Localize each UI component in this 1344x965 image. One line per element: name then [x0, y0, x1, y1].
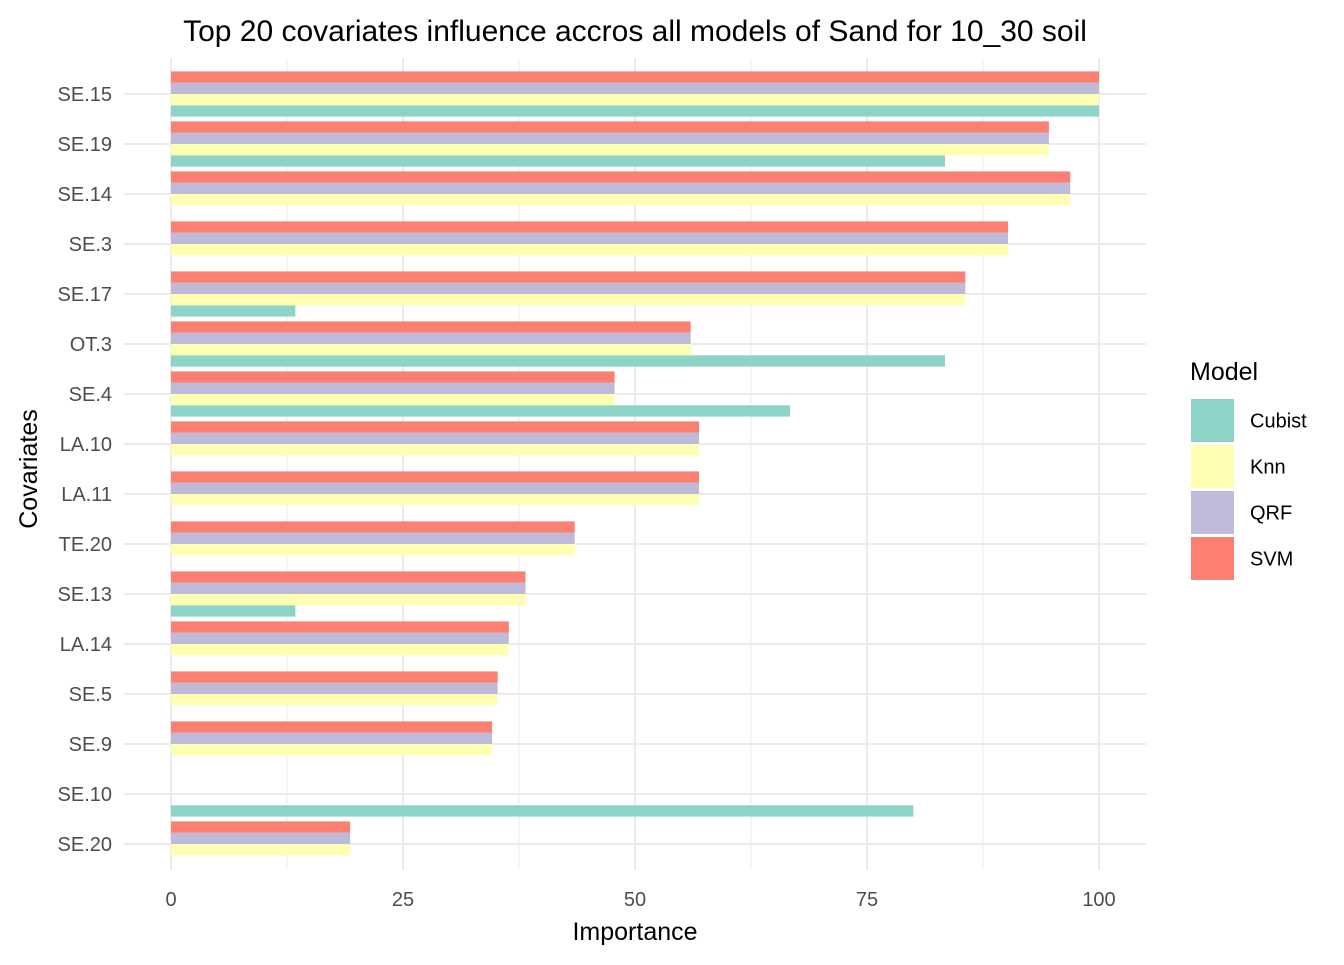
bar-qrf-se-14 — [171, 182, 1071, 194]
bar-qrf-se-15 — [171, 82, 1099, 94]
y-tick-label: TE.20 — [59, 534, 112, 556]
bar-cubist-se-4 — [171, 405, 790, 417]
bar-qrf-se-3 — [171, 232, 1009, 244]
bar-cubist-ot-3 — [171, 355, 945, 367]
bar-cubist-se-10 — [171, 805, 914, 817]
y-tick-label: SE.15 — [58, 84, 112, 106]
bar-knn-se-5 — [171, 694, 498, 706]
bar-qrf-se-9 — [171, 732, 493, 744]
bar-knn-se-4 — [171, 394, 615, 406]
bar-cubist-se-15 — [171, 105, 1099, 117]
legend-label-svm: SVM — [1250, 549, 1293, 571]
x-tick-label: 50 — [624, 889, 646, 911]
bar-svm-se-14 — [171, 171, 1071, 183]
legend-label-cubist: Cubist — [1250, 411, 1307, 433]
y-tick-label: LA.11 — [61, 484, 112, 506]
legend-key-qrf — [1191, 491, 1234, 534]
legend: Cubist Knn QRF SVM — [1191, 399, 1307, 580]
bar-knn-la-14 — [171, 644, 509, 656]
y-tick-label: SE.13 — [58, 584, 112, 606]
x-tick-label: 75 — [856, 889, 878, 911]
bar-svm-se-19 — [171, 121, 1049, 133]
y-tick-label: LA.10 — [60, 434, 112, 456]
bar-knn-se-17 — [171, 294, 966, 306]
y-tick-label: SE.10 — [58, 784, 112, 806]
x-tick-label: 0 — [165, 889, 176, 911]
legend-label-qrf: QRF — [1250, 503, 1292, 525]
bar-cubist-se-17 — [171, 305, 296, 317]
bar-qrf-se-20 — [171, 832, 351, 844]
bar-svm-la-14 — [171, 621, 509, 633]
bar-svm-se-13 — [171, 571, 526, 583]
bar-knn-se-13 — [171, 594, 526, 606]
bar-qrf-se-5 — [171, 682, 498, 694]
x-tick-label: 25 — [392, 889, 414, 911]
y-tick-label: LA.14 — [60, 634, 112, 656]
bar-knn-te-20 — [171, 544, 575, 556]
y-tick-label: SE.19 — [58, 134, 112, 156]
bar-qrf-te-20 — [171, 532, 575, 544]
bar-qrf-la-10 — [171, 432, 700, 444]
bar-svm-se-4 — [171, 371, 615, 383]
legend-label-knn: Knn — [1250, 457, 1286, 479]
y-tick-label: SE.20 — [58, 834, 112, 856]
bar-qrf-la-11 — [171, 482, 700, 494]
bar-knn-se-3 — [171, 244, 1009, 256]
bar-knn-se-9 — [171, 744, 493, 756]
legend-key-cubist — [1191, 399, 1234, 442]
chart-title: Top 20 covariates influence accros all m… — [183, 15, 1087, 48]
bar-svm-se-15 — [171, 71, 1099, 83]
x-tick-label: 100 — [1082, 889, 1115, 911]
y-tick-labels: SE.15 SE.19 SE.14 SE.3 SE.17 OT.3 SE.4 LA.10 LA.… — [58, 84, 112, 856]
x-axis-label: Importance — [572, 918, 697, 946]
legend-key-svm — [1191, 537, 1234, 580]
bar-knn-ot-3 — [171, 344, 691, 356]
bar-qrf-se-19 — [171, 132, 1049, 144]
bar-svm-la-11 — [171, 471, 700, 483]
bar-knn-la-10 — [171, 444, 700, 456]
bar-qrf-se-17 — [171, 282, 966, 294]
bar-qrf-ot-3 — [171, 332, 691, 344]
bar-svm-se-3 — [171, 221, 1009, 233]
bar-knn-se-19 — [171, 144, 1049, 156]
y-tick-label: SE.17 — [58, 284, 112, 306]
y-tick-label: SE.4 — [69, 384, 112, 406]
bars-layer — [171, 71, 1099, 856]
bar-knn-se-20 — [171, 844, 351, 856]
bar-svm-ot-3 — [171, 321, 691, 333]
legend-title: Model — [1190, 358, 1258, 386]
bar-knn-se-15 — [171, 94, 1099, 106]
x-tick-labels: 0 25 50 75 100 — [165, 889, 1115, 911]
bar-svm-la-10 — [171, 421, 700, 433]
bar-qrf-la-14 — [171, 632, 509, 644]
bar-knn-se-14 — [171, 194, 1071, 206]
bar-svm-te-20 — [171, 521, 575, 533]
bar-cubist-se-13 — [171, 605, 296, 617]
bar-qrf-se-13 — [171, 582, 526, 594]
bar-svm-se-17 — [171, 271, 966, 283]
bar-qrf-se-4 — [171, 382, 615, 394]
y-tick-label: SE.5 — [69, 684, 112, 706]
y-tick-label: SE.9 — [69, 734, 112, 756]
bar-svm-se-20 — [171, 821, 351, 833]
legend-key-knn — [1191, 445, 1234, 488]
bar-svm-se-9 — [171, 721, 493, 733]
y-axis-label: Covariates — [15, 409, 43, 529]
bar-knn-la-11 — [171, 494, 700, 506]
y-tick-label: SE.14 — [58, 184, 112, 206]
y-tick-label: OT.3 — [70, 334, 112, 356]
bar-svm-se-5 — [171, 671, 498, 683]
y-tick-label: SE.3 — [69, 234, 112, 256]
bar-cubist-se-19 — [171, 155, 945, 167]
